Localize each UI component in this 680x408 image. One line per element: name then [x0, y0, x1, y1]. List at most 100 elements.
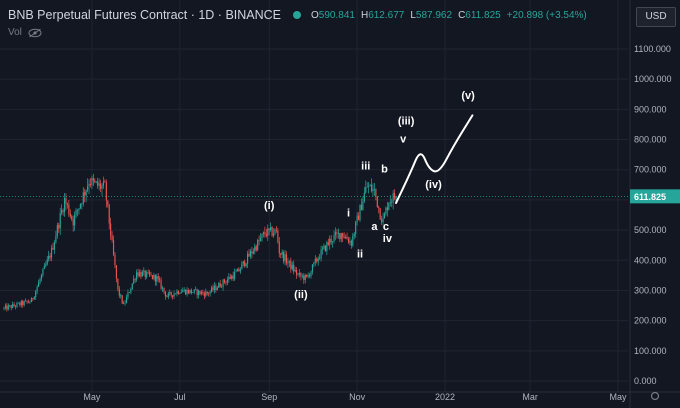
- candle-body: [249, 251, 252, 257]
- candle-body: [216, 287, 218, 290]
- candle-body: [281, 251, 283, 255]
- currency-button[interactable]: USD: [636, 7, 676, 27]
- candle-body: [14, 305, 17, 307]
- candle-body: [137, 272, 139, 276]
- symbol-title: BNB Perpetual Futures Contract · 1D · BI…: [8, 8, 282, 22]
- candle-body: [150, 274, 152, 276]
- candle-body: [316, 258, 318, 262]
- candle-body: [38, 282, 40, 287]
- candle-body: [127, 292, 129, 297]
- candle-body: [148, 272, 151, 275]
- y-tick-label: 400.000: [634, 255, 667, 265]
- candle-body: [265, 234, 267, 236]
- settings-gear-icon[interactable]: [650, 391, 660, 401]
- candle-body: [114, 254, 116, 266]
- candle-body: [223, 279, 226, 283]
- wave-label: iii: [361, 161, 370, 173]
- candle-body: [169, 292, 171, 294]
- candle-body: [7, 305, 9, 310]
- x-tick-label: 2022: [435, 392, 455, 402]
- candle-body: [363, 192, 365, 202]
- wave-label: a: [371, 221, 378, 233]
- candle-body: [248, 253, 250, 257]
- candle-body: [252, 251, 254, 254]
- candle-body: [245, 263, 247, 267]
- candle-body: [307, 275, 309, 277]
- candle-body: [258, 240, 260, 241]
- x-tick-label: Mar: [522, 392, 538, 402]
- ohlc-high: H612.677: [360, 9, 405, 21]
- candle-body: [141, 271, 143, 277]
- y-tick-label: 1100.000: [634, 44, 671, 54]
- candle-body: [360, 204, 363, 211]
- candle-body: [268, 228, 270, 230]
- candle-body: [138, 272, 141, 276]
- candle-body: [187, 289, 190, 294]
- candle-body: [133, 278, 135, 284]
- candle-body: [355, 221, 357, 234]
- volume-legend: Vol: [8, 27, 42, 38]
- candle-body: [170, 292, 172, 296]
- market-status-dot: [293, 11, 302, 19]
- candle-body: [290, 260, 292, 270]
- candle-body: [26, 300, 28, 302]
- candle-body: [244, 261, 246, 267]
- candle-body: [308, 275, 311, 277]
- candle-body: [210, 287, 213, 292]
- candle-body: [221, 286, 223, 288]
- candle-body: [29, 302, 31, 303]
- candle-body: [42, 269, 44, 275]
- candle-body: [174, 293, 177, 295]
- candle-body: [25, 300, 27, 302]
- candle-body: [203, 293, 205, 297]
- candle-body: [205, 291, 207, 297]
- close-value: 611.825: [465, 9, 501, 21]
- candle-body: [356, 215, 358, 222]
- candle-body: [301, 275, 303, 277]
- candle-body: [293, 264, 295, 272]
- candle-body: [381, 219, 383, 223]
- candle-body: [167, 293, 169, 298]
- candle-body: [43, 265, 45, 270]
- candle-body: [346, 236, 348, 240]
- candle-body: [156, 276, 158, 282]
- candle-body: [112, 240, 115, 255]
- candle-body: [179, 293, 181, 294]
- candle-body: [334, 232, 337, 236]
- candle-body: [35, 290, 37, 298]
- candle-body: [182, 290, 184, 293]
- candle-body: [143, 270, 145, 272]
- candle-body: [370, 184, 373, 192]
- candle-body: [234, 272, 236, 279]
- candle-body: [59, 213, 61, 229]
- candle-body: [311, 264, 314, 272]
- candle-body: [147, 272, 149, 273]
- candle-body: [255, 246, 257, 251]
- candle-body: [206, 291, 208, 294]
- candle-body: [340, 233, 342, 240]
- eye-off-icon[interactable]: [28, 28, 42, 38]
- candle-body: [238, 268, 240, 272]
- candle-body: [209, 291, 211, 294]
- last-price-label: 611.825: [634, 192, 666, 202]
- candle-body: [52, 247, 54, 250]
- candle-body: [202, 291, 204, 294]
- candle-body: [372, 189, 374, 192]
- candle-body: [376, 196, 378, 208]
- candle-body: [193, 289, 195, 293]
- candle-body: [180, 292, 182, 294]
- candle-body: [61, 210, 63, 214]
- candle-body: [314, 258, 316, 263]
- x-tick-label: May: [609, 392, 627, 402]
- candle-body: [375, 188, 377, 197]
- candle-body: [185, 289, 187, 295]
- candle-body: [251, 251, 253, 254]
- ohlc-low: L587.962: [410, 9, 453, 21]
- candle-body: [336, 232, 338, 234]
- candle-body: [386, 207, 388, 211]
- candle-body: [71, 216, 73, 219]
- x-tick-label: May: [83, 392, 101, 402]
- candle-body: [117, 278, 119, 289]
